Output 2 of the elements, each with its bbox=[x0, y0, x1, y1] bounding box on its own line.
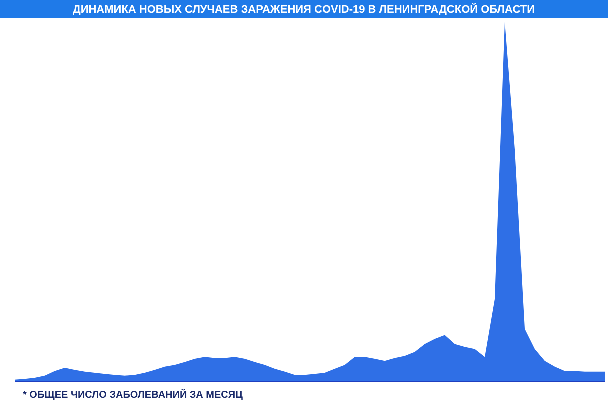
chart-title: ДИНАМИКА НОВЫХ СЛУЧАЕВ ЗАРАЖЕНИЯ COVID-19 В ЛЕНИНГРАДСКОЙ ОБЛАСТИ bbox=[73, 3, 536, 16]
text: * ОБЩЕЕ ЧИСЛО ЗАБОЛЕВАНИЙ ЗА МЕСЯЦ bbox=[23, 388, 244, 401]
